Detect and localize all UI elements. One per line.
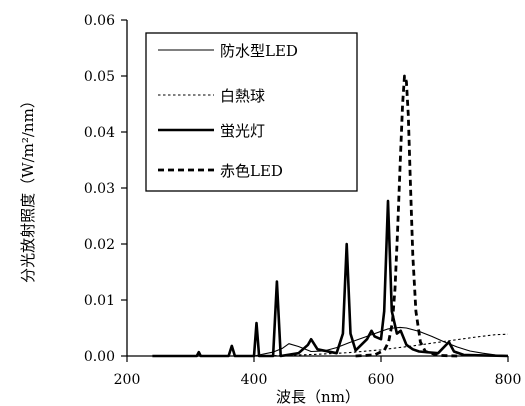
legend-label-3: 蛍光灯 [220,122,265,140]
y-tick-label: 0.03 [84,181,115,197]
x-tick-label: 400 [241,372,268,388]
series-line-3 [152,199,509,358]
y-tick-label: 0.02 [84,237,115,253]
y-axis-title: 分光放射照度（W/m²/nm） [19,93,37,283]
legend-label-4: 赤色LED [220,162,283,180]
y-tick-label: 0.05 [84,69,115,85]
x-tick-label: 200 [114,372,141,388]
series-line-4 [355,74,458,358]
y-tick-label: 0.04 [84,125,115,141]
x-axis-title: 波長（nm） [276,388,360,406]
legend-box [145,32,358,192]
y-tick-label: 0.00 [84,349,115,365]
legend-label-1: 防水型LED [220,42,298,60]
legend-label-2: 白熱球 [220,87,265,105]
series-layer [152,74,509,358]
x-tick-label: 600 [368,372,395,388]
y-ticks: 0.00 0.01 0.02 0.03 0.04 0.05 0.06 [84,13,127,365]
series-line-1 [253,326,509,357]
y-tick-label: 0.01 [84,293,115,309]
x-ticks: 200 400 600 800 [114,356,522,388]
y-tick-label: 0.06 [84,13,115,29]
x-tick-label: 800 [495,372,522,388]
